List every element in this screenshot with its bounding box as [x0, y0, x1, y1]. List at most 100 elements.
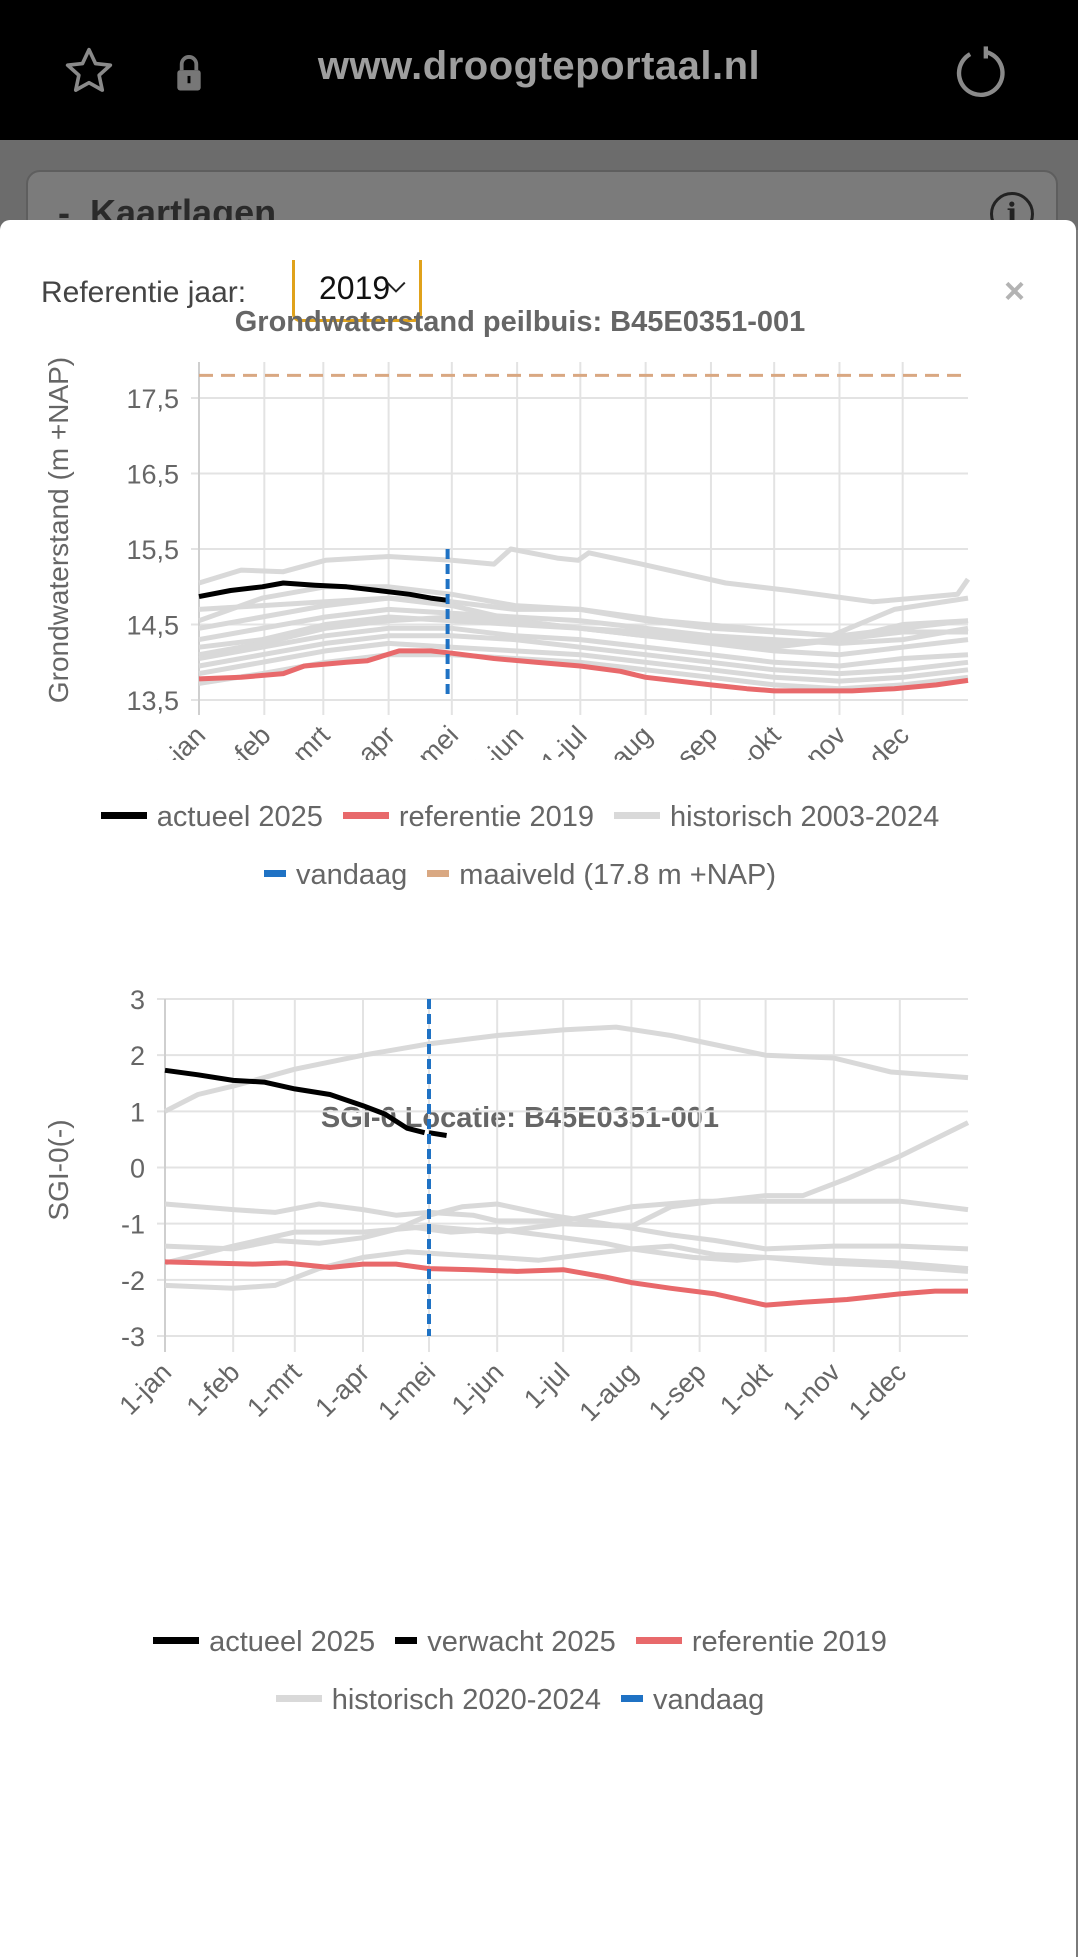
x-tick-label: 1-jan — [114, 1357, 178, 1421]
legend-item[interactable]: maaiveld (17.8 m +NAP) — [427, 846, 776, 904]
y-tick-label: 1 — [130, 1097, 145, 1127]
y-tick-label: 13,5 — [126, 686, 179, 716]
legend-item[interactable]: actueel 2025 — [100, 788, 323, 846]
y-tick-label: -3 — [121, 1322, 145, 1352]
reference-line — [198, 648, 969, 694]
historic-line — [164, 1201, 969, 1252]
y-tick-label: -2 — [121, 1266, 145, 1296]
historic-line — [406, 1224, 969, 1274]
x-tick-label: 1-okt — [714, 1357, 778, 1421]
reference-year-value: 2019 — [319, 270, 391, 306]
x-tick-label: 1-mrt — [270, 720, 336, 760]
x-tick-label: 1-jun — [446, 1357, 510, 1421]
y-tick-label: 17,5 — [126, 384, 179, 414]
x-tick-label: 1-feb — [181, 1357, 246, 1422]
historic-line — [198, 625, 969, 669]
x-tick-label: 1-mrt — [241, 1357, 307, 1423]
legend-label: vandaag — [652, 1684, 765, 1716]
legend-swatch — [100, 811, 147, 819]
legend-item[interactable]: vandaag — [620, 1671, 765, 1729]
y-tick-label: 16,5 — [126, 460, 179, 490]
legend-item[interactable]: actueel 2025 — [153, 1613, 375, 1671]
historic-line — [198, 633, 969, 677]
legend-label: referentie 2019 — [691, 1626, 887, 1658]
legend-swatch — [635, 1636, 682, 1644]
y-tick-label: 3 — [130, 985, 145, 1015]
x-tick-label: 1-aug — [588, 720, 658, 760]
historic-line — [198, 606, 969, 646]
x-tick-label: 1-nov — [783, 720, 852, 760]
x-tick-label: 1-apr — [309, 1357, 375, 1423]
lock-icon — [177, 55, 201, 91]
historic-line — [198, 614, 968, 658]
x-tick-label: 1-mei — [372, 1357, 441, 1426]
actual-line — [164, 1067, 426, 1136]
legend-item[interactable]: referentie 2019 — [635, 1613, 887, 1671]
x-tick-label: 1-mei — [395, 720, 464, 760]
reference-year-label: Referentie jaar: — [41, 276, 247, 309]
actual-line — [198, 580, 448, 603]
legend-label: historisch 2020-2024 — [331, 1684, 601, 1716]
legend-label: historisch 2003-2024 — [669, 801, 940, 833]
legend-label: maaiveld (17.8 m +NAP) — [459, 859, 776, 891]
y-axis-label: SGI-0(-) — [43, 1119, 74, 1220]
x-tick-label: 1-jul — [518, 1357, 575, 1414]
chart2-legend: actueel 2025 verwacht 2025 referentie 2019… — [0, 1613, 1040, 1729]
legend-swatch — [153, 1636, 200, 1644]
legend-item[interactable]: historisch 2003-2024 — [613, 788, 940, 846]
legend-swatch — [620, 1694, 643, 1702]
x-tick-label: 1-sep — [654, 720, 723, 760]
y-axis-label: Grondwaterstand (m +NAP) — [43, 357, 74, 703]
legend-item[interactable]: verwacht 2025 — [395, 1613, 616, 1671]
y-tick-label: 14,5 — [126, 611, 179, 641]
legend-label: actueel 2025 — [156, 801, 323, 833]
x-tick-label: 1-jul — [535, 720, 592, 760]
x-tick-label: 1-dec — [846, 720, 915, 760]
legend-item[interactable]: referentie 2019 — [342, 788, 594, 846]
x-tick-label: 1-feb — [212, 720, 277, 760]
legend-swatch — [275, 1694, 322, 1702]
x-tick-label: 1-okt — [723, 720, 787, 760]
x-tick-label: 1-aug — [574, 1357, 644, 1427]
reload-icon[interactable] — [952, 44, 1010, 102]
x-tick-label: 1-apr — [335, 720, 401, 760]
historic-line — [164, 1243, 969, 1291]
legend-item[interactable]: historisch 2020-2024 — [275, 1671, 601, 1729]
legend-swatch — [342, 811, 389, 819]
browser-address-bar: www.droogteportaal.nl — [0, 0, 1078, 140]
url-text[interactable]: www.droogteportaal.nl — [317, 44, 761, 88]
legend-label: vandaag — [296, 859, 408, 891]
legend-swatch — [395, 1636, 418, 1644]
x-tick-label: 1-jan — [148, 720, 212, 760]
legend-swatch — [427, 869, 450, 877]
legend-swatch — [613, 811, 660, 819]
y-tick-label: 0 — [130, 1154, 145, 1184]
historic-line — [198, 640, 969, 684]
y-tick-label: 2 — [130, 1041, 145, 1071]
reference-line — [164, 1259, 968, 1308]
historic-line — [198, 595, 969, 639]
star-icon[interactable] — [62, 44, 116, 98]
legend-item[interactable]: vandaag — [264, 846, 407, 904]
reference-year-select[interactable]: 2019 — [292, 260, 422, 322]
x-tick-label: 1-sep — [643, 1357, 712, 1426]
legend-label: actueel 2025 — [209, 1626, 376, 1658]
legend-swatch — [264, 869, 286, 877]
legend-label: referentie 2019 — [398, 801, 594, 833]
close-button[interactable]: × — [1004, 270, 1026, 311]
historic-line — [164, 1198, 969, 1224]
y-tick-label: 15,5 — [126, 535, 179, 565]
map-background: - Kaartlagen i — [0, 140, 1078, 294]
legend-label: verwacht 2025 — [427, 1626, 616, 1658]
chart1-legend: actueel 2025 referentie 2019 historisch 20… — [0, 788, 1040, 904]
historic-line — [198, 546, 971, 605]
x-tick-label: 1-dec — [843, 1357, 912, 1426]
expected-line — [428, 1130, 447, 1138]
y-tick-label: -1 — [121, 1210, 145, 1240]
x-tick-label: 1-nov — [777, 1357, 846, 1426]
chart-modal: Referentie jaar: 2019 × Grondwaterstand … — [0, 220, 1076, 1957]
chevron-down-icon — [386, 281, 406, 293]
chart1-title: Grondwaterstand peilbuis: B45E0351-001 — [234, 306, 806, 338]
